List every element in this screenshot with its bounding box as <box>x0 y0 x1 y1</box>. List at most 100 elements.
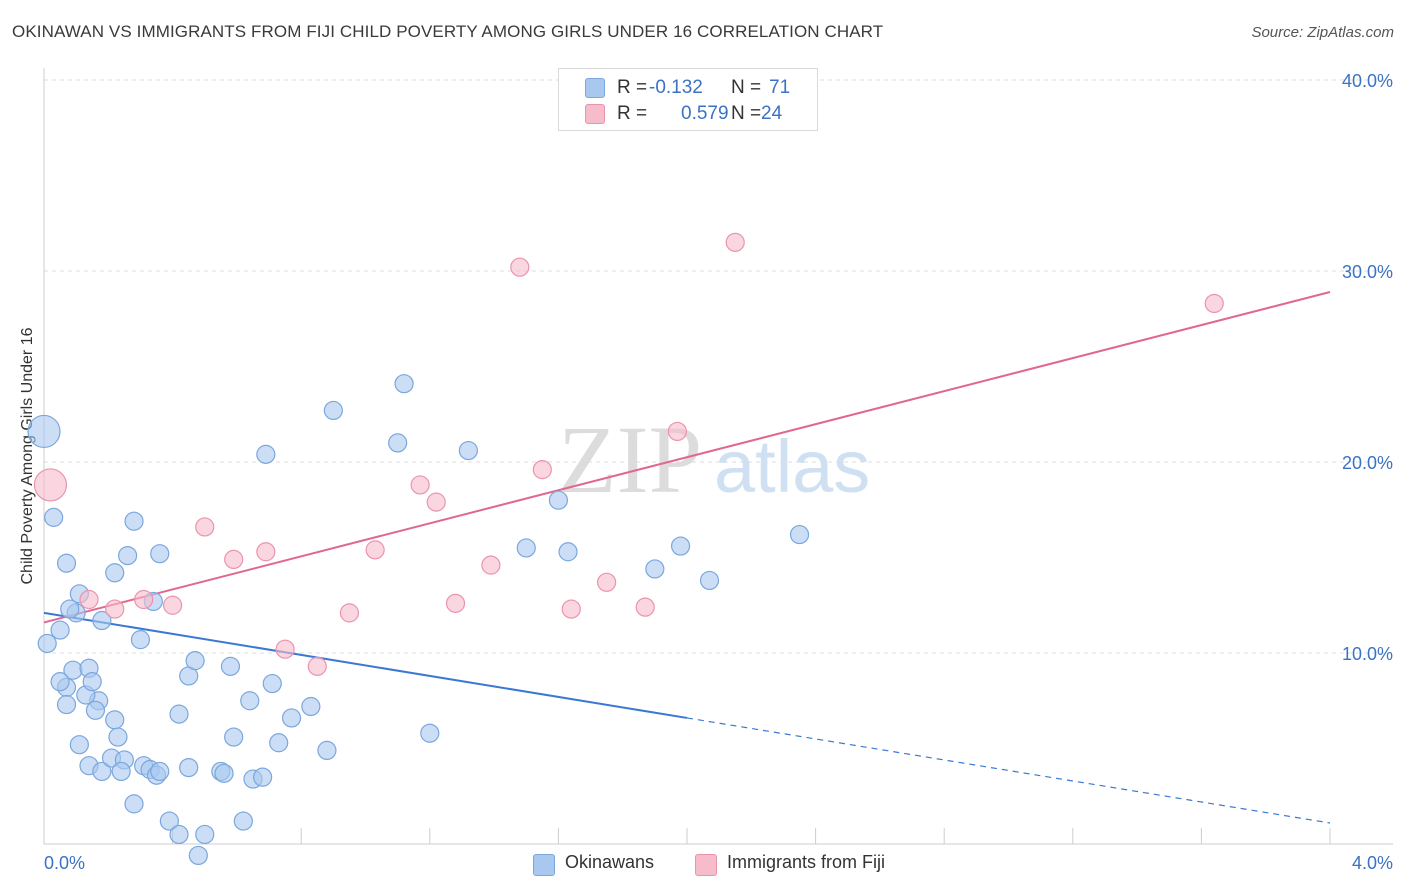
x-tick-label-max: 4.0% <box>1352 853 1393 873</box>
data-point-okinawans <box>56 553 77 573</box>
data-point-fiji <box>597 572 617 592</box>
legend-r-value: -0.132 <box>649 77 703 98</box>
data-point-fiji <box>105 599 125 619</box>
legend-n-label: N = <box>731 77 762 98</box>
data-point-okinawans <box>548 490 569 510</box>
legend-swatch-blue <box>585 78 605 98</box>
data-point-fiji <box>426 492 446 512</box>
y-tick-label: 30.0% <box>1342 262 1393 282</box>
legend-n-value: 71 <box>769 77 791 98</box>
data-point-okinawans <box>240 691 260 711</box>
data-point-fiji <box>667 421 687 442</box>
source-label: Source: ZipAtlas.com <box>1251 24 1394 41</box>
data-point-okinawans <box>516 538 536 558</box>
data-point-fiji <box>635 597 655 617</box>
bottom-legend-label: Immigrants from Fiji <box>727 852 886 872</box>
data-point-okinawans <box>388 433 408 453</box>
data-point-okinawans <box>220 656 241 676</box>
data-point-okinawans <box>281 708 302 728</box>
data-point-okinawans <box>185 651 205 671</box>
legend-r-label: R = <box>617 77 648 98</box>
legend-n-label: N = <box>731 103 762 124</box>
trend-line-okinawans <box>43 611 688 719</box>
data-point-fiji <box>134 589 154 610</box>
data-point-okinawans <box>50 672 70 692</box>
data-point-okinawans <box>60 599 80 619</box>
data-point-okinawans <box>323 400 343 421</box>
data-point-fiji <box>307 656 327 676</box>
bottom-legend-label: Okinawans <box>565 852 655 872</box>
data-point-okinawans <box>56 694 77 715</box>
data-point-okinawans <box>117 545 138 566</box>
data-point-fiji <box>79 589 99 610</box>
data-point-fiji <box>1204 293 1224 314</box>
data-point-okinawans <box>558 542 578 562</box>
data-point-okinawans <box>301 696 321 717</box>
data-point-fiji <box>224 549 244 570</box>
legend: R = -0.132 N = 71 R = 0.579 N = 24 <box>558 68 818 131</box>
data-point-fiji <box>445 593 466 613</box>
data-point-okinawans <box>262 673 282 694</box>
data-point-okinawans <box>111 761 131 782</box>
data-point-fiji <box>195 517 215 537</box>
data-point-okinawans <box>699 570 720 591</box>
data-point-okinawans <box>108 727 128 747</box>
data-point-okinawans <box>69 735 89 755</box>
data-point-okinawans <box>645 559 665 579</box>
data-point-okinawans <box>85 700 106 720</box>
data-point-okinawans <box>214 763 234 783</box>
data-point-okinawans <box>37 633 57 654</box>
data-point-fiji <box>339 603 360 623</box>
data-point-okinawans <box>27 414 61 449</box>
data-point-okinawans <box>105 563 125 583</box>
data-point-fiji <box>33 468 68 502</box>
x-tick-label-min: 0.0% <box>44 853 85 873</box>
data-point-okinawans <box>105 710 125 730</box>
trend-line-extension <box>686 717 1331 824</box>
data-points <box>27 232 1224 866</box>
data-point-okinawans <box>317 740 337 761</box>
data-point-fiji <box>410 475 430 495</box>
legend-r-value: 0.579 <box>681 103 729 124</box>
chart-title: OKINAWAN VS IMMIGRANTS FROM FIJI CHILD P… <box>12 22 884 41</box>
data-point-okinawans <box>169 824 189 845</box>
data-point-okinawans <box>44 507 64 527</box>
tick-labels: 10.0% 20.0% 30.0% 40.0% 0.0% 4.0% <box>44 71 1393 873</box>
legend-swatch-pink <box>585 104 605 124</box>
legend-n-value: 24 <box>761 103 783 124</box>
data-point-okinawans <box>92 610 112 631</box>
data-point-okinawans <box>256 444 276 464</box>
data-point-okinawans <box>670 536 691 556</box>
data-point-fiji <box>481 555 501 575</box>
bottom-legend-swatch-blue <box>533 854 555 876</box>
data-point-okinawans <box>159 811 179 831</box>
grid-lines <box>44 79 1393 654</box>
data-point-fiji <box>275 639 295 659</box>
data-point-okinawans <box>394 374 414 394</box>
y-tick-label: 20.0% <box>1342 453 1393 473</box>
data-point-okinawans <box>124 794 144 814</box>
data-point-okinawans <box>82 672 102 692</box>
data-point-okinawans <box>150 544 170 564</box>
data-point-okinawans <box>130 630 151 650</box>
data-point-fiji <box>365 540 385 560</box>
trend-line-fiji <box>43 291 1331 624</box>
data-point-okinawans <box>253 767 273 787</box>
data-point-okinawans <box>789 524 810 545</box>
data-point-okinawans <box>458 440 478 461</box>
bottom-legend-swatch-pink <box>695 854 717 876</box>
data-point-okinawans <box>50 620 70 640</box>
data-point-okinawans <box>269 733 289 753</box>
data-point-fiji <box>561 599 581 619</box>
data-point-okinawans <box>224 727 244 747</box>
data-point-okinawans <box>233 811 253 831</box>
data-point-okinawans <box>179 757 199 778</box>
watermark-atlas: atlas <box>714 425 870 508</box>
data-point-okinawans <box>150 761 170 782</box>
data-point-fiji <box>256 542 276 562</box>
y-tick-label: 40.0% <box>1342 71 1393 91</box>
data-point-fiji <box>532 460 552 480</box>
data-point-fiji <box>510 257 530 277</box>
data-point-okinawans <box>195 824 215 845</box>
